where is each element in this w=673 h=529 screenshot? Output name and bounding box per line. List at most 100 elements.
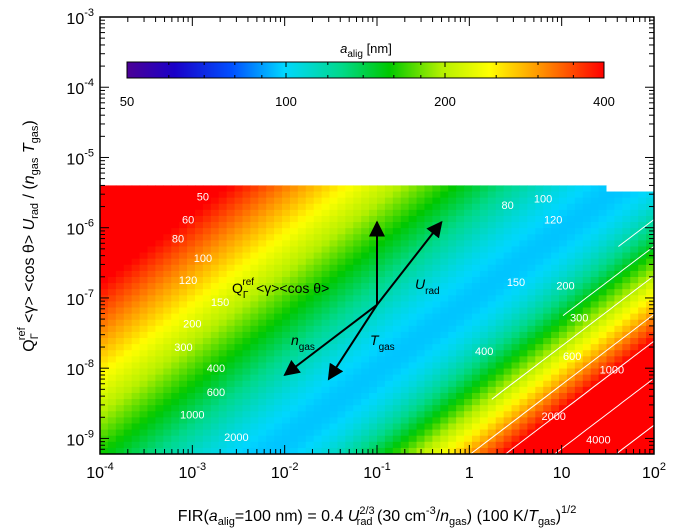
heatmap-cell xyxy=(132,216,141,223)
heatmap-cell xyxy=(361,375,370,382)
heatmap-cell xyxy=(424,265,433,272)
contour-label: 50 xyxy=(197,191,209,203)
heatmap-cell xyxy=(330,192,339,199)
heatmap-cell xyxy=(227,192,236,199)
heatmap-cell xyxy=(147,204,156,211)
heatmap-cell xyxy=(330,198,339,205)
heatmap-cell xyxy=(298,228,307,235)
heatmap-cell xyxy=(464,222,473,229)
heatmap-cell xyxy=(440,198,449,205)
heatmap-cell xyxy=(535,375,544,382)
heatmap-cell xyxy=(147,320,156,327)
heatmap-cell xyxy=(377,405,386,412)
heatmap-cell xyxy=(417,436,426,443)
heatmap-cell xyxy=(496,240,505,247)
heatmap-cell xyxy=(155,375,164,382)
heatmap-cell xyxy=(424,411,433,418)
heatmap-cell xyxy=(512,265,521,272)
heatmap-cell xyxy=(432,234,441,241)
heatmap-cell xyxy=(599,295,608,302)
heatmap-cell xyxy=(417,344,426,351)
heatmap-cell xyxy=(512,350,521,357)
heatmap-cell xyxy=(274,405,283,412)
heatmap-cell xyxy=(630,356,639,363)
heatmap-cell xyxy=(353,436,362,443)
heatmap-cell xyxy=(393,308,402,315)
heatmap-cell xyxy=(147,277,156,284)
heatmap-cell xyxy=(543,326,552,333)
heatmap-cell xyxy=(258,253,267,260)
heatmap-cell xyxy=(480,271,489,278)
heatmap-cell xyxy=(464,259,473,266)
heatmap-cell xyxy=(298,393,307,400)
heatmap-cell xyxy=(282,314,291,321)
heatmap-cell xyxy=(100,246,109,253)
heatmap-cell xyxy=(432,423,441,430)
heatmap-cell xyxy=(591,344,600,351)
heatmap-cell xyxy=(171,210,180,217)
heatmap-cell xyxy=(496,259,505,266)
heatmap-cell xyxy=(330,283,339,290)
heatmap-cell xyxy=(124,210,133,217)
heatmap-cell xyxy=(258,436,267,443)
heatmap-cell xyxy=(472,259,481,266)
heatmap-cell xyxy=(124,265,133,272)
heatmap-cell xyxy=(464,246,473,253)
heatmap-cell xyxy=(322,271,331,278)
heatmap-cell xyxy=(211,350,220,357)
heatmap-cell xyxy=(258,442,267,449)
heatmap-cell xyxy=(211,192,220,199)
heatmap-cell xyxy=(155,271,164,278)
heatmap-cell xyxy=(512,436,521,443)
heatmap-cell xyxy=(124,326,133,333)
heatmap-cell xyxy=(559,320,568,327)
heatmap-cell xyxy=(140,204,149,211)
heatmap-cell xyxy=(417,399,426,406)
heatmap-cell xyxy=(314,399,323,406)
heatmap-cell xyxy=(456,362,465,369)
heatmap-cell xyxy=(322,314,331,321)
heatmap-cell xyxy=(361,387,370,394)
heatmap-cell xyxy=(472,198,481,205)
heatmap-cell xyxy=(496,350,505,357)
heatmap-cell xyxy=(448,399,457,406)
heatmap-cell xyxy=(401,393,410,400)
heatmap-cell xyxy=(472,338,481,345)
heatmap-cell xyxy=(235,222,244,229)
heatmap-cell xyxy=(614,198,623,205)
heatmap-cell xyxy=(290,393,299,400)
heatmap-cell xyxy=(227,228,236,235)
heatmap-cell xyxy=(496,338,505,345)
heatmap-cell xyxy=(464,338,473,345)
heatmap-cell xyxy=(314,442,323,449)
heatmap-cell xyxy=(448,246,457,253)
heatmap-cell xyxy=(337,417,346,424)
heatmap-cell xyxy=(559,246,568,253)
heatmap-cell xyxy=(638,356,647,363)
heatmap-cell xyxy=(242,381,251,388)
heatmap-cell xyxy=(250,387,259,394)
heatmap-cell xyxy=(187,436,196,443)
heatmap-cell xyxy=(464,277,473,284)
heatmap-cell xyxy=(100,283,109,290)
heatmap-cell xyxy=(575,234,584,241)
heatmap-cell xyxy=(298,240,307,247)
heatmap-cell xyxy=(519,295,528,302)
heatmap-cell xyxy=(448,240,457,247)
heatmap-cell xyxy=(322,210,331,217)
heatmap-cell xyxy=(345,423,354,430)
heatmap-cell xyxy=(599,265,608,272)
heatmap-cell xyxy=(480,442,489,449)
heatmap-cell xyxy=(575,246,584,253)
heatmap-cell xyxy=(393,332,402,339)
heatmap-cell xyxy=(472,308,481,315)
heatmap-cell xyxy=(583,246,592,253)
heatmap-cell xyxy=(424,332,433,339)
heatmap-cell xyxy=(211,326,220,333)
heatmap-cell xyxy=(393,246,402,253)
heatmap-cell xyxy=(488,222,497,229)
heatmap-cell xyxy=(250,369,259,376)
heatmap-cell xyxy=(409,362,418,369)
heatmap-cell xyxy=(630,375,639,382)
heatmap-cell xyxy=(266,436,275,443)
